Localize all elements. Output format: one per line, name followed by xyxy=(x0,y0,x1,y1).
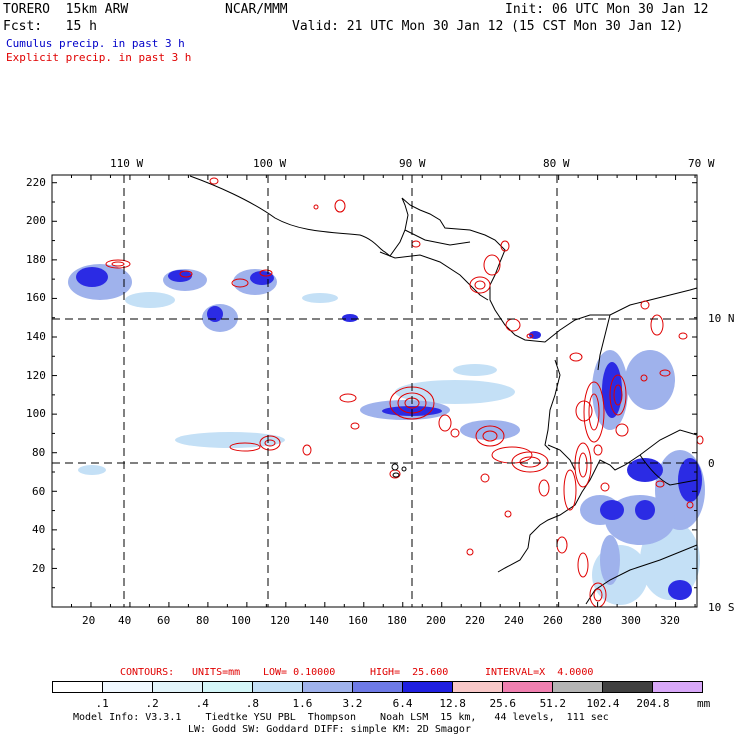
colorbar-swatch xyxy=(503,682,553,692)
colorbar-swatch xyxy=(153,682,203,692)
colorbar-swatch xyxy=(253,682,303,692)
lon-label: 90 W xyxy=(399,157,426,170)
y-tick-label: 40 xyxy=(32,523,46,536)
lat-label: 10 S xyxy=(708,601,735,614)
colorbar-label: .2 xyxy=(145,697,159,710)
x-tick-label: 220 xyxy=(465,614,485,627)
lon-label: 100 W xyxy=(253,157,287,170)
contours-low: LOW= 0.10000 xyxy=(263,667,336,678)
x-tick-label: 160 xyxy=(348,614,368,627)
model-info: Model Info: V3.3.1 Tiedtke YSU PBL Thomp… xyxy=(73,712,609,723)
map-frame xyxy=(51,174,698,608)
contours-high: HIGH= 25.600 xyxy=(370,667,449,678)
colorbar-label: .8 xyxy=(245,697,259,710)
y-tick-label: 120 xyxy=(26,369,46,382)
colorbar-label: 25.6 xyxy=(489,697,516,710)
precip-shading xyxy=(68,264,705,605)
islands xyxy=(391,463,407,478)
x-tick-label: 200 xyxy=(426,614,446,627)
colorbar-swatch xyxy=(403,682,453,692)
x-tick-label: 140 xyxy=(309,614,329,627)
model-title: TORERO 15km ARW xyxy=(3,2,129,17)
colorbar-label: 1.6 xyxy=(292,697,313,710)
y-tick-label: 100 xyxy=(26,407,46,420)
colorbar-unit: mm xyxy=(697,697,711,710)
colorbar-swatch xyxy=(53,682,103,692)
x-tick-label: 80 xyxy=(196,614,210,627)
colorbar-label: 3.2 xyxy=(342,697,363,710)
colorbar-swatch xyxy=(303,682,353,692)
x-tick-label: 40 xyxy=(118,614,132,627)
y-tick-label: 140 xyxy=(26,330,46,343)
y-tick-label: 220 xyxy=(26,176,46,189)
colorbar-swatch xyxy=(353,682,403,692)
cumulus-legend: Cumulus precip. in past 3 h xyxy=(6,37,185,50)
lon-label: 110 W xyxy=(110,157,144,170)
center-label: NCAR/MMM xyxy=(225,2,288,17)
y-tick-label: 160 xyxy=(26,291,46,304)
lon-label: 70 W xyxy=(688,157,715,170)
init-time: Init: 06 UTC Mon 30 Jan 12 xyxy=(505,2,709,17)
colorbar xyxy=(52,681,703,693)
graticule xyxy=(52,175,697,607)
y-tick-label: 60 xyxy=(32,485,46,498)
y-tick-label: 200 xyxy=(26,214,46,227)
colorbar-swatch xyxy=(103,682,153,692)
colorbar-swatch xyxy=(653,682,702,692)
x-tick-label: 260 xyxy=(543,614,563,627)
explicit-legend: Explicit precip. in past 3 h xyxy=(6,51,192,64)
colorbar-label: 102.4 xyxy=(586,697,620,710)
x-tick-label: 100 xyxy=(231,614,251,627)
explicit-contours xyxy=(105,177,704,608)
lat-label: 0 xyxy=(708,457,715,470)
valid-time: Valid: 21 UTC Mon 30 Jan 12 (15 CST Mon … xyxy=(292,19,684,34)
physics-info: LW: Godd SW: Goddard DIFF: simple KM: 2D… xyxy=(188,724,471,735)
contours-units: UNITS=mm xyxy=(192,667,241,678)
x-tick-label: 20 xyxy=(82,614,96,627)
x-tick-label: 60 xyxy=(157,614,171,627)
colorbar-label: .4 xyxy=(195,697,209,710)
forecast-hour: Fcst: 15 h xyxy=(3,19,97,34)
contours-label: CONTOURS: xyxy=(120,667,175,678)
colorbar-label: 6.4 xyxy=(392,697,413,710)
colorbar-label: .1 xyxy=(95,697,109,710)
colorbar-label: 12.8 xyxy=(439,697,466,710)
colorbar-label: 204.8 xyxy=(636,697,670,710)
colorbar-swatch xyxy=(203,682,253,692)
contours-interval: INTERVAL=X 4.0000 xyxy=(485,667,594,678)
x-tick-label: 300 xyxy=(621,614,641,627)
colorbar-swatch xyxy=(553,682,603,692)
x-tick-label: 240 xyxy=(504,614,524,627)
y-tick-label: 20 xyxy=(32,562,46,575)
y-tick-label: 180 xyxy=(26,253,46,266)
lon-label: 80 W xyxy=(543,157,570,170)
x-tick-label: 120 xyxy=(270,614,290,627)
lat-label: 10 N xyxy=(708,312,735,325)
tick-marks xyxy=(52,175,697,607)
colorbar-label: 51.2 xyxy=(539,697,567,710)
colorbar-swatch xyxy=(603,682,653,692)
y-tick-label: 80 xyxy=(32,446,46,459)
x-tick-label: 180 xyxy=(387,614,407,627)
colorbar-swatch xyxy=(453,682,503,692)
x-tick-label: 280 xyxy=(582,614,602,627)
x-tick-label: 320 xyxy=(660,614,680,627)
